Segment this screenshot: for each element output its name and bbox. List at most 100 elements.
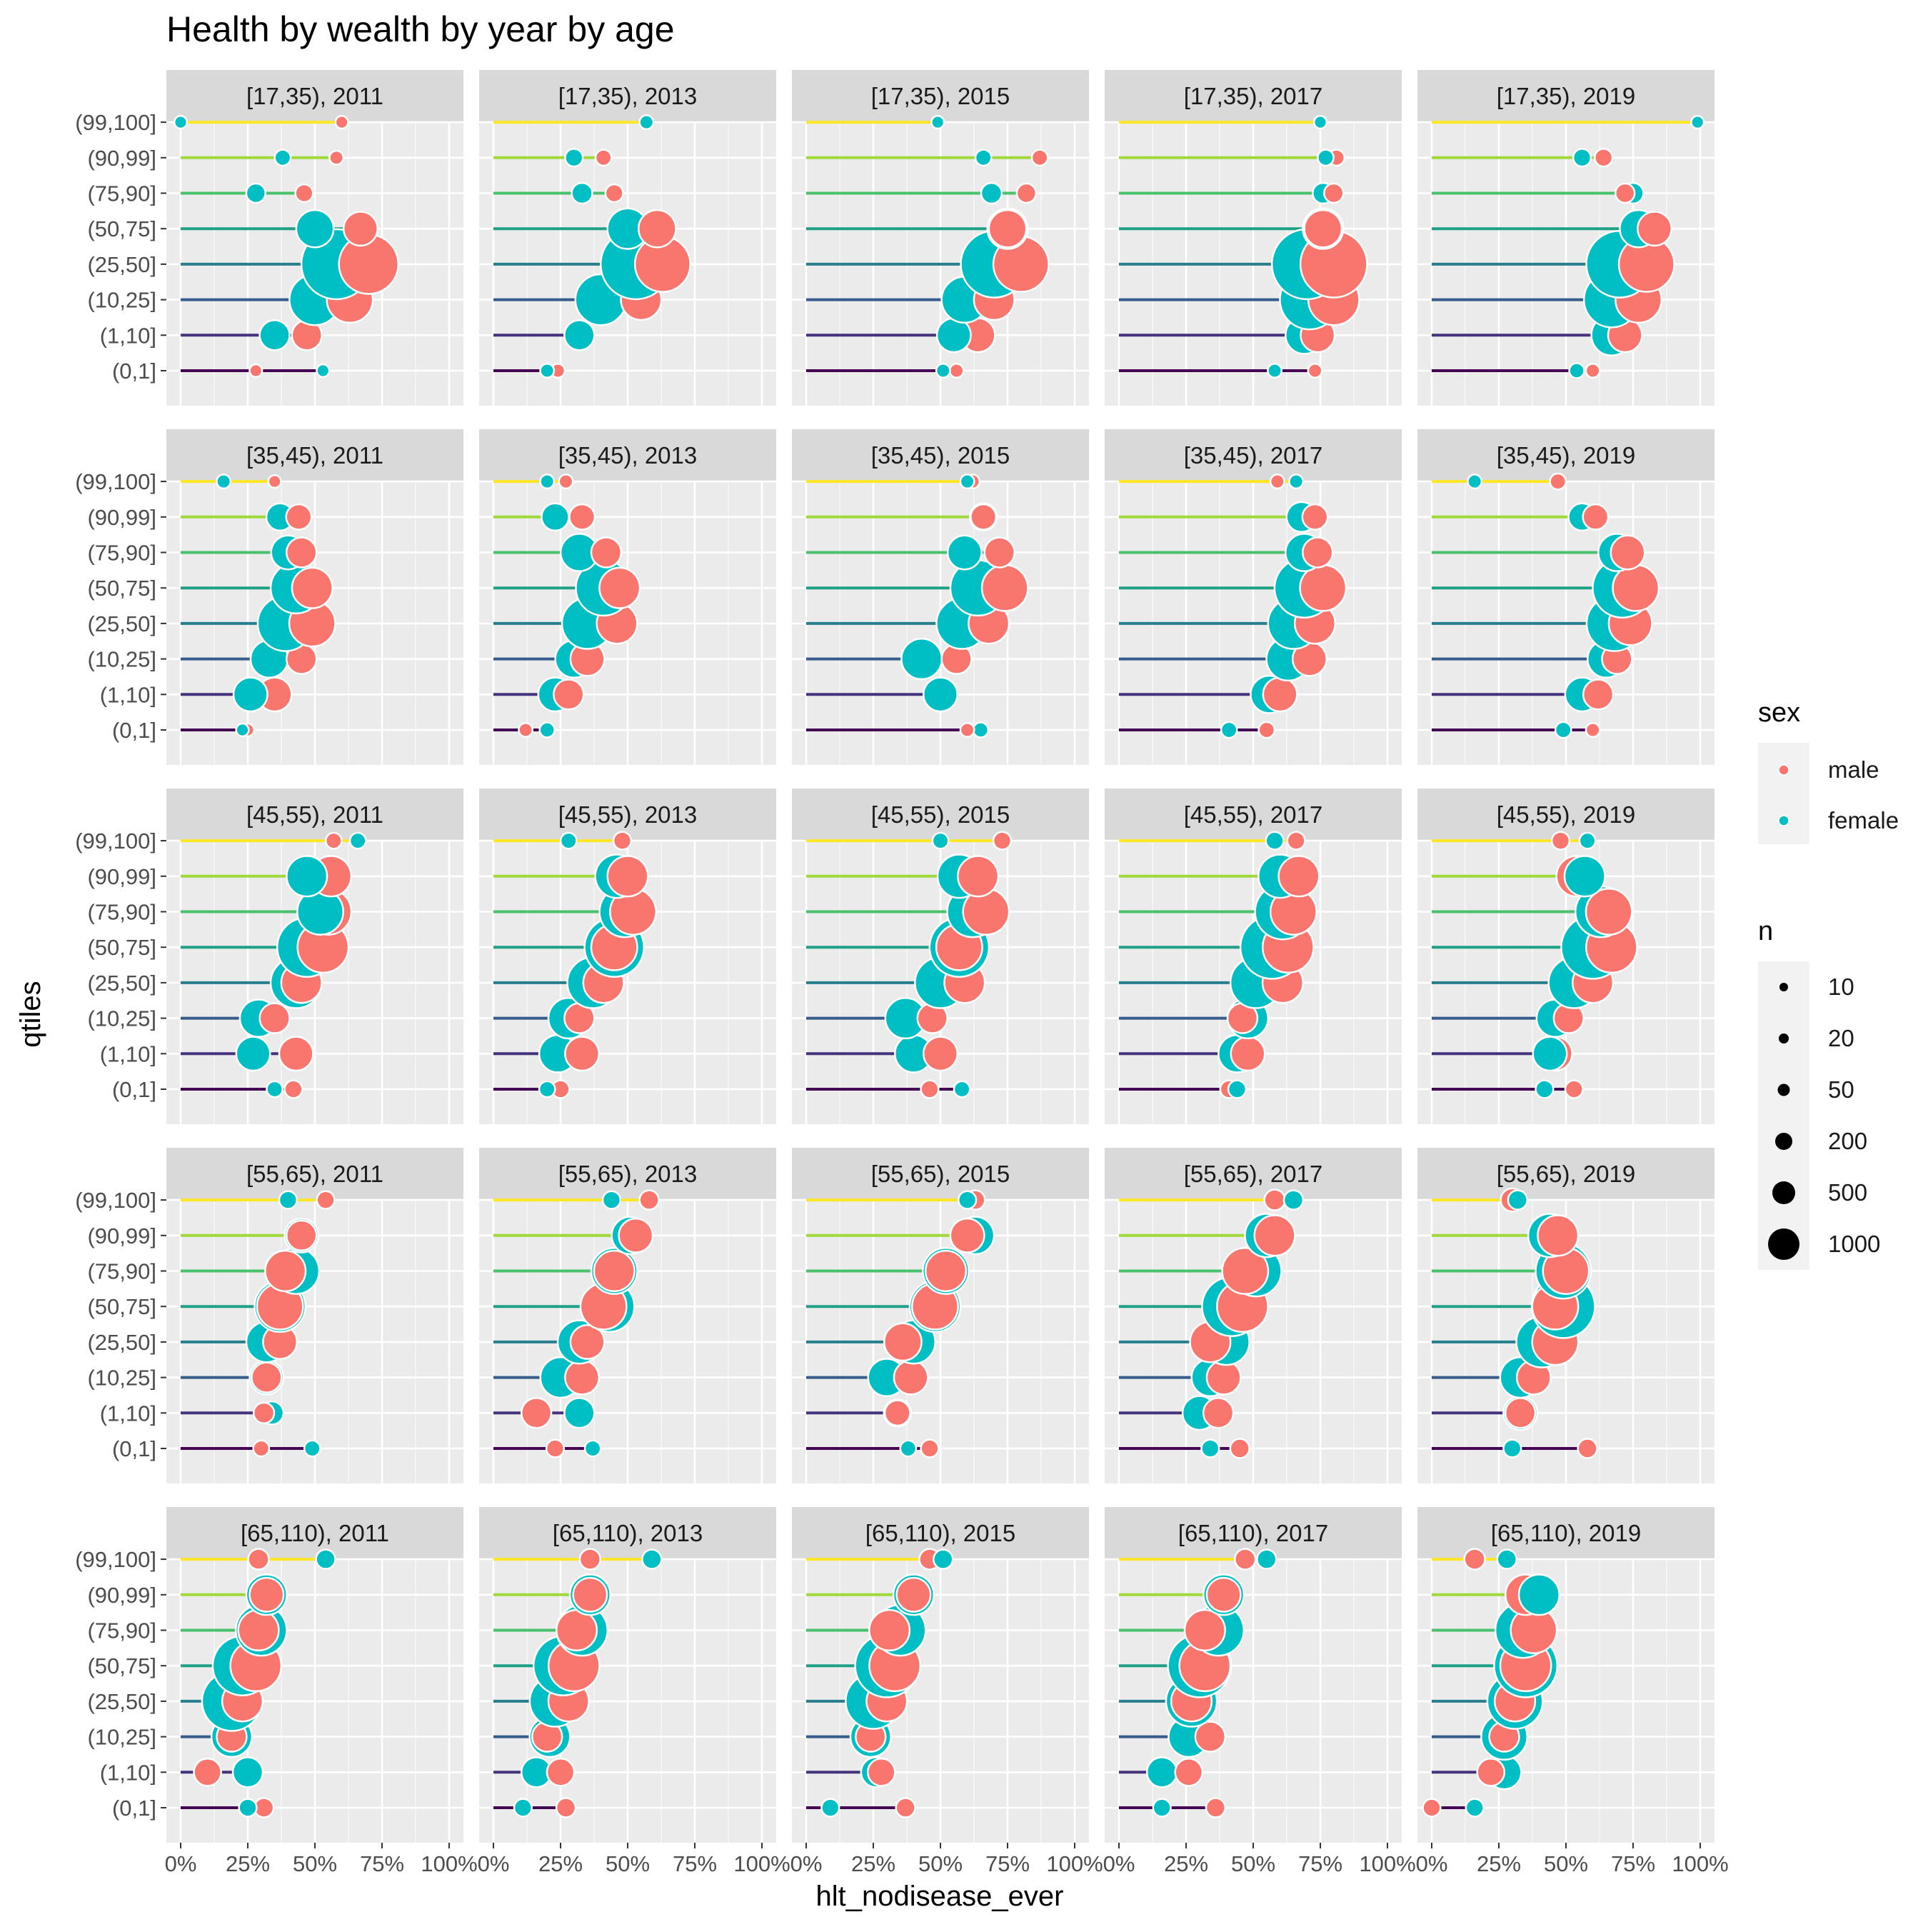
facet-strip-p4-3 <box>1105 1507 1402 1558</box>
dot-female-p0-1-0 <box>539 363 556 379</box>
dot-male-p0-4-5 <box>1615 182 1636 204</box>
dot-male-p2-0-2 <box>258 1002 291 1034</box>
x-tick-label-p4-0-3: 75% <box>360 1851 404 1876</box>
dot-male-p1-3-1 <box>1262 676 1298 713</box>
y-tick-label-p1-0-6: (90,99] <box>87 505 156 530</box>
x-tick-label-p4-2-1: 25% <box>851 1851 895 1876</box>
facet-label-p4-3: [65,110), 2017 <box>1178 1520 1328 1546</box>
facet-label-p2-3: [45,55), 2017 <box>1184 801 1323 828</box>
facet-label-p1-4: [35,45), 2019 <box>1497 442 1636 469</box>
x-tick-label-p4-4-2: 50% <box>1544 1851 1588 1876</box>
dot-male-p0-3-4 <box>1303 209 1343 249</box>
y-tick-label-p4-0-4: (50,75] <box>87 1653 156 1678</box>
legend-n-label-500: 500 <box>1828 1179 1867 1206</box>
dot-male-p4-3-1 <box>1174 1757 1204 1787</box>
facet-strip-p1-3 <box>1105 429 1402 481</box>
dot-female-p3-4-0 <box>1502 1438 1522 1458</box>
dot-male-p3-1-5 <box>593 1249 636 1293</box>
dot-male-p2-4-0 <box>1564 1079 1584 1099</box>
dot-female-p1-1-0 <box>538 721 556 739</box>
y-tick-label-p3-0-5: (75,90] <box>87 1259 156 1284</box>
dot-female-p2-1-0 <box>538 1080 556 1098</box>
dot-female-p2-4-7 <box>1578 831 1597 850</box>
dot-male-p1-4-5 <box>1610 534 1646 571</box>
dot-male-p4-1-5 <box>555 1608 598 1652</box>
legend-sex-key-male <box>1778 764 1789 776</box>
facet-strip-p0-1 <box>479 70 776 121</box>
dot-female-p0-4-6 <box>1572 148 1592 168</box>
facet-strip-p1-2 <box>792 429 1089 481</box>
dot-female-p2-1-7 <box>559 831 578 850</box>
dot-male-p1-2-0 <box>959 722 975 738</box>
dot-male-p1-4-6 <box>1582 503 1610 531</box>
x-tick-label-p4-4-0: 0% <box>1416 1851 1448 1876</box>
dot-female-p1-2-0 <box>972 721 990 739</box>
dot-male-p0-0-5 <box>294 183 314 204</box>
dot-female-p1-2-2 <box>900 638 943 681</box>
facet-strip-p3-0 <box>166 1148 463 1199</box>
dot-male-p0-3-0 <box>1307 363 1323 379</box>
dot-male-p3-3-5 <box>1221 1247 1270 1295</box>
dot-female-p1-1-7 <box>539 474 556 490</box>
dot-female-p2-4-0 <box>1535 1079 1555 1099</box>
legend-n-key-50 <box>1777 1083 1790 1096</box>
dot-male-p3-1-3 <box>569 1323 606 1360</box>
dot-female-p0-4-0 <box>1568 362 1585 379</box>
facet-label-p1-3: [35,45), 2017 <box>1184 442 1323 469</box>
dot-male-p2-3-7 <box>1286 831 1306 851</box>
y-tick-label-p4-0-3: (25,50] <box>87 1689 156 1714</box>
x-tick-label-p4-3-4: 100% <box>1359 1851 1415 1876</box>
y-tick-label-p0-0-0: (0,1] <box>112 359 156 384</box>
dot-male-p1-3-7 <box>1269 474 1285 490</box>
dot-male-p3-1-0 <box>545 1438 566 1458</box>
x-tick-label-p4-2-4: 100% <box>1046 1851 1103 1876</box>
legend-n: n 10 20 50 200 500 1000 <box>1758 916 1880 1270</box>
x-tick-label-p4-1-3: 75% <box>673 1851 717 1876</box>
dot-male-p2-3-1 <box>1230 1036 1266 1072</box>
dot-male-p4-2-0 <box>895 1797 916 1818</box>
y-tick-label-p4-0-0: (0,1] <box>112 1796 156 1821</box>
y-tick-label-p3-0-3: (25,50] <box>87 1330 156 1355</box>
dot-male-p2-1-7 <box>612 831 633 851</box>
y-tick-label-p0-0-4: (50,75] <box>87 216 156 241</box>
legend-n-label-200: 200 <box>1828 1128 1867 1154</box>
dot-female-p2-0-0 <box>266 1080 283 1098</box>
dot-male-p1-1-5 <box>590 536 623 569</box>
x-tick-label-p4-2-0: 0% <box>790 1851 823 1876</box>
dot-female-p1-0-0 <box>235 722 250 738</box>
facet-strip-p0-4 <box>1417 70 1714 121</box>
y-tick-label-p3-0-6: (90,99] <box>87 1223 156 1248</box>
dot-male-p2-2-0 <box>920 1079 940 1099</box>
x-tick-label-p4-4-3: 75% <box>1611 1851 1655 1876</box>
dot-female-p0-0-1 <box>258 319 291 351</box>
legend-n-label-1000: 1000 <box>1828 1231 1880 1257</box>
facet-strip-p2-1 <box>479 789 776 840</box>
dot-male-p1-2-4 <box>980 564 1029 612</box>
dot-male-p4-4-1 <box>1476 1757 1506 1787</box>
dot-male-p3-0-7 <box>316 1190 336 1210</box>
facet-label-p3-1: [55,65), 2013 <box>558 1161 698 1187</box>
x-tick-label-p4-2-2: 50% <box>918 1851 963 1876</box>
dot-male-p2-2-1 <box>923 1036 958 1072</box>
y-tick-label-p2-0-5: (75,90] <box>87 900 156 925</box>
dot-female-p0-0-5 <box>245 182 266 204</box>
y-tick-label-p3-0-7: (99,100] <box>75 1188 156 1213</box>
dot-female-p4-4-7 <box>1496 1548 1517 1570</box>
dot-male-p1-2-6 <box>970 503 998 531</box>
dot-male-p3-3-7 <box>1263 1188 1286 1211</box>
dot-male-p4-3-7 <box>1234 1548 1257 1571</box>
legend-n-key-500 <box>1772 1181 1795 1204</box>
facet-label-p1-2: [35,45), 2015 <box>871 442 1010 469</box>
dot-female-p0-3-0 <box>1267 363 1283 379</box>
y-tick-label-p1-0-4: (50,75] <box>87 576 156 601</box>
y-axis-label: qtiles <box>15 981 46 1047</box>
y-tick-label-p0-0-1: (1,10] <box>100 323 156 348</box>
facet-strip-p2-3 <box>1105 789 1402 840</box>
dot-male-p0-2-5 <box>1015 182 1038 204</box>
legend-sex-label-female: female <box>1828 807 1899 834</box>
y-tick-label-p0-0-7: (99,100] <box>75 110 156 135</box>
dot-male-p1-3-0 <box>1257 721 1276 739</box>
dot-male-p3-0-6 <box>285 1219 318 1252</box>
x-tick-label-p4-3-1: 25% <box>1164 1851 1208 1876</box>
dot-male-p1-1-0 <box>518 722 534 738</box>
